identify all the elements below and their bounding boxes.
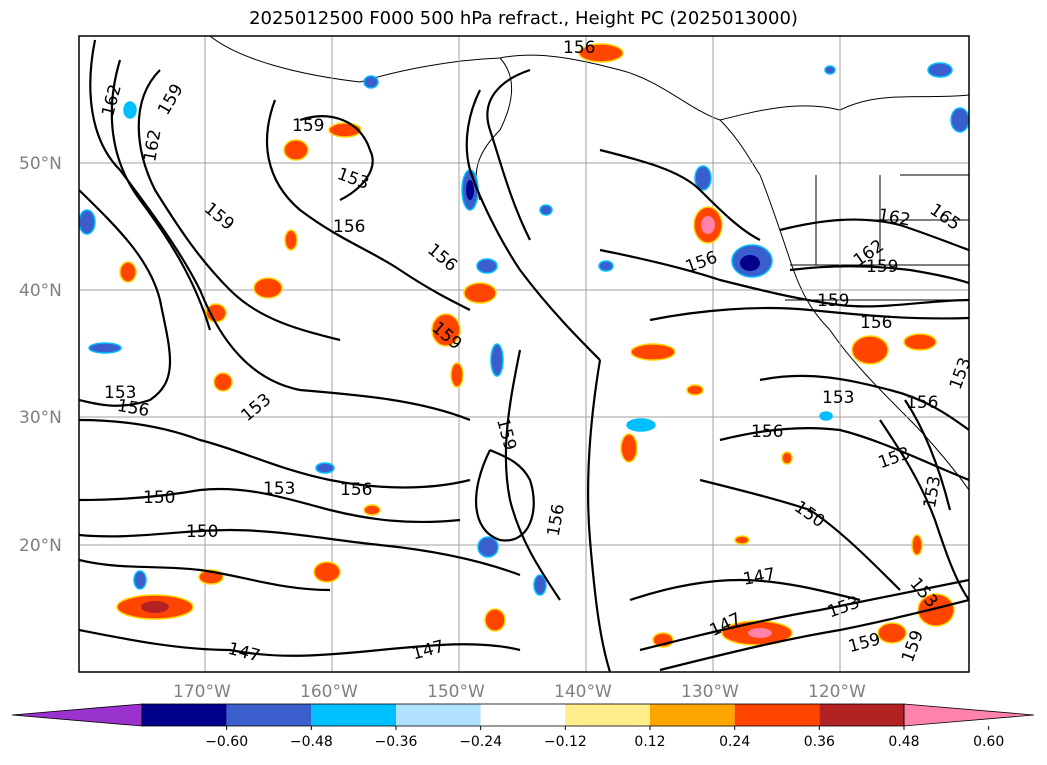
colorbar-segment: [396, 704, 481, 726]
colorbar-tick-label: −0.24: [459, 734, 502, 750]
latitude-labels: 50°N 40°N 30°N 20°N: [19, 154, 62, 556]
longitude-labels: 170°W 160°W 150°W 140°W 130°W 120°W: [173, 682, 866, 702]
colorbar-tick-label: −0.12: [544, 734, 587, 750]
lat-label: 30°N: [19, 408, 62, 428]
colorbar-segment: [819, 704, 904, 726]
contour-label: 153: [104, 383, 136, 403]
colorbar-tick-label: 0.12: [634, 734, 665, 750]
negative-anomaly: [79, 62, 969, 596]
coastlines: [209, 36, 969, 491]
lon-label: 130°W: [681, 682, 739, 702]
colorbar-tick-label: −0.60: [205, 734, 248, 750]
colorbar-extend-high: [903, 703, 1035, 727]
colorbar-extend-low: [11, 703, 143, 727]
contour-label: 156: [340, 480, 372, 500]
contour-label: 156: [563, 38, 595, 58]
lon-label: 140°W: [554, 682, 612, 702]
lat-label: 40°N: [19, 281, 62, 301]
colorbar-segment: [480, 704, 566, 726]
contour-label: 153: [263, 479, 295, 499]
colorbar-tick-label: 0.24: [719, 734, 750, 750]
colorbar-tick-label: −0.36: [375, 734, 418, 750]
colorbar-frame: [141, 703, 905, 727]
contour-label: 159: [866, 257, 898, 277]
colorbar-tick-label: 0.48: [888, 734, 919, 750]
lon-label: 160°W: [300, 682, 358, 702]
contour-label: 153: [822, 388, 854, 408]
map-frame: [78, 35, 970, 673]
lat-label: 50°N: [19, 154, 62, 174]
contour-label: 156: [333, 217, 365, 237]
contour-label: 159: [817, 291, 849, 311]
graticule: [79, 36, 969, 672]
lon-label: 170°W: [173, 682, 231, 702]
colorbar-segment: [311, 704, 396, 726]
contour-label: 150: [143, 488, 175, 508]
colorbar-segment: [734, 704, 820, 726]
colorbar-segment: [565, 704, 650, 726]
colorbar: [11, 703, 1035, 727]
lon-label: 150°W: [427, 682, 485, 702]
lat-label: 20°N: [19, 536, 62, 556]
colorbar-tick-label: 0.36: [804, 734, 835, 750]
positive-anomaly: [116, 43, 955, 648]
colorbar-tick-label: −0.48: [290, 734, 333, 750]
refractivity-fill: [79, 43, 969, 648]
contour-label: 156: [906, 393, 938, 413]
colorbar-segment: [226, 704, 312, 726]
map-area: [79, 36, 969, 672]
contour-label: 150: [186, 522, 218, 542]
lon-label: 120°W: [808, 682, 866, 702]
contour-label: 156: [751, 422, 783, 442]
colorbar-ticks: −0.60 −0.48 −0.36 −0.24 −0.12 0.12 0.24 0.36 0.4…: [205, 726, 1004, 750]
contour-label: 156: [860, 313, 892, 333]
colorbar-segment: [142, 704, 227, 726]
map-title: 2025012500 F000 500 hPa refract., Height…: [249, 8, 798, 29]
colorbar-segment: [650, 704, 735, 726]
height-contours: [79, 39, 969, 672]
colorbar-tick-label: 0.60: [973, 734, 1004, 750]
contour-label: 159: [292, 116, 324, 136]
